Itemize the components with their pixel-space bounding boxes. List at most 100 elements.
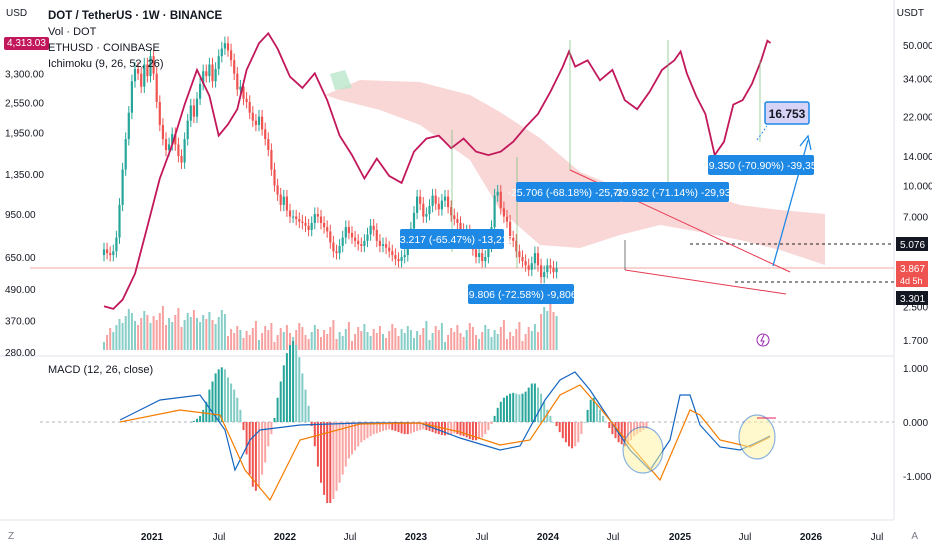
auto-scale-button[interactable]: A [911, 531, 918, 542]
annotation-2-box [468, 284, 574, 304]
time-axis-tick: Jul [476, 532, 489, 543]
macd-histogram-bar [385, 422, 388, 431]
macd-histogram-bar [465, 422, 468, 438]
candle-body [447, 196, 450, 208]
macd-histogram-bar [391, 422, 394, 431]
volume-bar [208, 312, 211, 350]
volume-bar [481, 332, 484, 350]
annotation-2-text: -9.806 (-72.58%) -9,806 [465, 289, 577, 301]
macd-histogram-bar [248, 422, 251, 475]
macd-histogram-bar [223, 369, 226, 422]
volume-bar [273, 342, 276, 350]
volume-bar [205, 319, 208, 350]
volume-bar [199, 322, 202, 350]
volume-bar [524, 334, 527, 350]
volume-bar [320, 337, 322, 350]
volume-bar [161, 306, 164, 350]
macd-histogram-bar [484, 422, 487, 435]
candle-body [385, 244, 388, 248]
volume-bar [332, 320, 335, 350]
volume-bar [118, 319, 121, 350]
volume-indicator-label[interactable]: Vol · DOT [48, 26, 97, 38]
annotation-3-text: -25.706 (-68.18%) -25,706 [507, 187, 630, 199]
volume-bar [177, 308, 180, 350]
candle-body [140, 73, 143, 87]
macd-histogram-bar [521, 393, 524, 422]
macd-histogram-bar [416, 422, 419, 431]
macd-histogram-bar [543, 401, 546, 422]
volume-bar [351, 341, 353, 350]
macd-histogram-bar [208, 389, 211, 422]
timezone-button[interactable]: Z [8, 531, 15, 542]
left-axis-tick: 1,950.00 [5, 129, 44, 140]
candle-body [171, 134, 174, 145]
candle-body [301, 221, 304, 223]
volume-bar [168, 318, 171, 350]
candle-body [509, 221, 512, 238]
right-axis-tick: 22.000 [903, 113, 932, 124]
macd-histogram-bar [242, 422, 245, 431]
candle-body [211, 64, 214, 82]
macd-histogram-bar [447, 422, 450, 435]
macd-histogram-bar [264, 422, 267, 463]
volume-bar [465, 330, 468, 350]
macd-histogram-bar [289, 345, 291, 422]
macd-histogram-bar [509, 393, 512, 422]
macd-histogram-bar [620, 422, 623, 445]
volume-bar [211, 320, 214, 350]
candle-body [267, 139, 270, 151]
volume-bar [509, 332, 512, 350]
symbol-title[interactable]: DOT / TetherUS · 1W · BINANCE [48, 10, 223, 22]
macd-histogram-bar [552, 422, 555, 423]
right-axis-tick: 50.000 [903, 41, 932, 52]
volume-bar [261, 333, 264, 350]
macd-histogram-bar [580, 422, 583, 435]
time-axis-tick: Jul [607, 532, 620, 543]
volume-bar [121, 323, 124, 350]
annotation-1-text: -13.217 (-65.47%) -13,217 [390, 234, 513, 246]
candle-body [555, 268, 558, 273]
candle-body [161, 124, 164, 140]
candle-body [239, 86, 242, 90]
lightning-icon [760, 334, 765, 346]
volume-bar [419, 335, 422, 350]
volume-bar [391, 324, 394, 350]
candle-body [344, 227, 347, 238]
support-price-tag [896, 291, 928, 305]
candle-body [319, 216, 323, 223]
macd-histogram-bar [496, 407, 499, 422]
volume-bar [444, 342, 446, 350]
volume-bar [422, 328, 425, 350]
volume-bar [447, 335, 450, 350]
ichimoku-label[interactable]: Ichimoku (9, 26, 52, 26) [48, 58, 164, 70]
volume-bar [276, 335, 279, 350]
macd-tick-neg: -1.000 [903, 472, 932, 483]
macd-histogram-bar [490, 422, 493, 425]
volume-bar [202, 315, 205, 350]
volume-bar [316, 329, 319, 350]
macd-histogram-bar [199, 415, 202, 422]
macd-indicator-label[interactable]: MACD (12, 26, close) [48, 364, 154, 376]
candle-body [137, 68, 140, 74]
candle-body [487, 245, 490, 258]
candle-body [403, 255, 406, 258]
macd-histogram-bar [285, 353, 288, 422]
macd-histogram-bar [366, 422, 369, 439]
eth-overlay-label[interactable]: ETHUSD · COINBASE [48, 42, 160, 54]
candle-body [456, 219, 459, 223]
candle-body [313, 214, 316, 223]
volume-bar [214, 324, 217, 350]
volume-bar [555, 316, 558, 350]
volume-bar [103, 342, 105, 350]
macd-histogram-bar [329, 422, 332, 503]
volume-bar [130, 313, 133, 350]
candle-body [425, 214, 428, 217]
candle-body [400, 257, 403, 262]
macd-histogram-bar [354, 422, 357, 451]
macd-histogram-bar [450, 422, 453, 435]
projection-arrowhead [799, 134, 812, 151]
candle-body [360, 244, 363, 246]
right-axis-currency: USDT [896, 8, 924, 19]
volume-bar [540, 314, 543, 350]
